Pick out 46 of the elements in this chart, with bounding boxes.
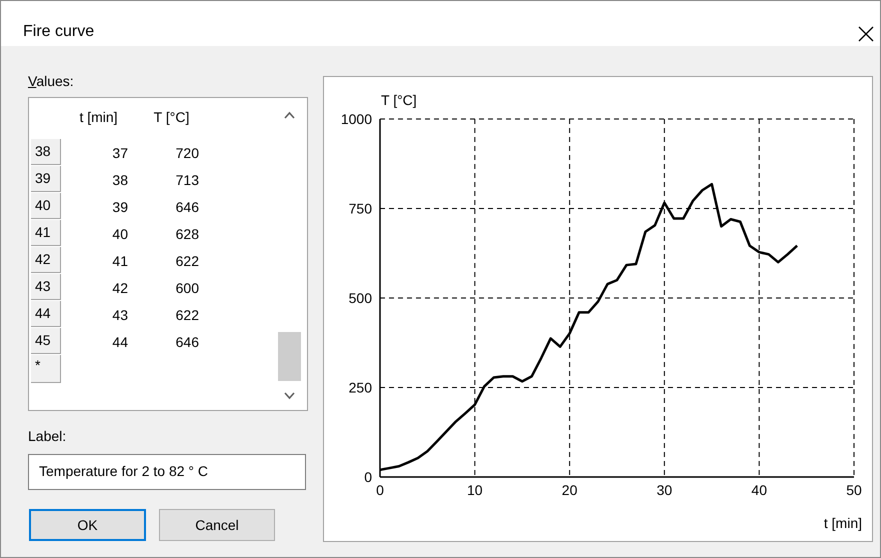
text: 628 <box>174 226 199 242</box>
x-tick-label: 50 <box>846 482 862 498</box>
text: Fire curve <box>23 23 94 41</box>
text: 622 <box>174 253 199 269</box>
text: Label: <box>28 428 66 444</box>
x-tick-label: 40 <box>751 482 768 498</box>
y-tick-label: 0 <box>364 468 372 485</box>
text: 42 <box>35 251 51 267</box>
x-tick-label: 10 <box>467 482 483 498</box>
text: 39 <box>35 170 51 186</box>
text: T [°C] <box>152 109 190 125</box>
text: 646 <box>174 199 199 215</box>
text: Temperature for 2 to 82 ° C <box>39 463 208 479</box>
text: 40 <box>35 197 51 213</box>
text: Values: <box>28 73 74 89</box>
text: 44 <box>111 334 128 350</box>
text: OK <box>76 517 99 533</box>
text: 40 <box>111 226 128 242</box>
text: 41 <box>111 253 128 269</box>
text: Cancel <box>194 517 240 533</box>
y-tick-label: 750 <box>348 200 372 216</box>
text: 43 <box>111 307 128 323</box>
y-tick-label: 500 <box>348 290 372 306</box>
text: 45 <box>35 332 51 348</box>
text: * <box>35 357 40 373</box>
text: 38 <box>111 172 128 188</box>
y-tick-label: 1000 <box>340 110 372 127</box>
x-tick-label: 0 <box>376 482 384 498</box>
y-axis-title: T [°C] <box>381 92 417 108</box>
y-tick-label: 250 <box>348 379 372 396</box>
text: 41 <box>35 224 51 240</box>
x-axis-title: t [min] <box>824 515 862 531</box>
text: 43 <box>35 278 51 294</box>
text: 37 <box>111 145 128 161</box>
text: 44 <box>35 305 51 321</box>
x-tick-label: 30 <box>656 482 672 498</box>
x-tick-label: 20 <box>562 482 578 498</box>
text: 622 <box>174 307 199 323</box>
text: 720 <box>174 145 199 161</box>
text: 38 <box>35 143 51 159</box>
text: 39 <box>111 199 128 215</box>
text: 600 <box>174 280 199 296</box>
text: 42 <box>111 280 128 296</box>
text: 646 <box>174 334 199 350</box>
text: 713 <box>174 172 199 188</box>
text: t [min] <box>78 109 119 125</box>
